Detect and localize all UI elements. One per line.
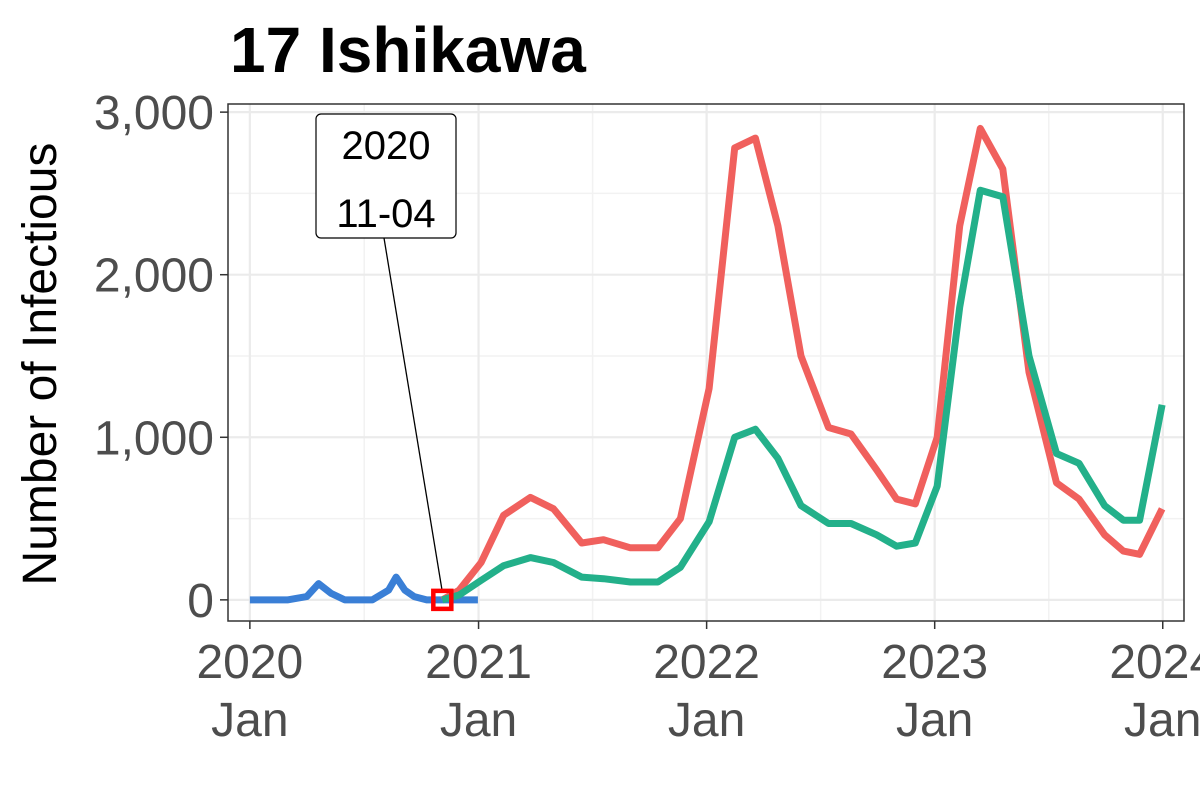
x-tick-year-label: 2024 [1109, 636, 1200, 689]
date-annotation: 2020 11-04 [315, 113, 457, 612]
x-tick-year-label: 2022 [653, 636, 760, 689]
x-tick-month-label: Jan [896, 694, 973, 747]
annotation-label-line: 11-04 [336, 192, 435, 236]
series-lines [249, 124, 1166, 604]
axis-ticks: 01,0002,0003,0002020Jan2021Jan2022Jan202… [94, 87, 1200, 747]
x-tick-month-label: Jan [668, 694, 745, 747]
x-tick-year-label: 2020 [196, 636, 303, 689]
x-tick-year-label: 2021 [425, 636, 532, 689]
y-tick-label: 3,000 [94, 87, 214, 140]
x-tick-month-label: Jan [211, 694, 288, 747]
y-tick-label: 0 [187, 575, 214, 628]
grid-lines [228, 104, 1184, 621]
chart-title: 17 Ishikawa [230, 14, 586, 86]
series-line-2 [440, 124, 1166, 603]
annotation-leader-line [383, 237, 443, 592]
y-axis-title: Number of Infectious [14, 143, 67, 586]
y-tick-label: 1,000 [94, 412, 214, 465]
annotation-label-box [315, 113, 457, 239]
annotation-label-line: 2020 [342, 124, 431, 168]
series-line-1 [249, 573, 478, 604]
x-tick-month-label: Jan [440, 694, 517, 747]
annotation-marker [431, 588, 454, 612]
x-tick-month-label: Jan [1124, 694, 1200, 747]
y-tick-label: 2,000 [94, 250, 214, 303]
x-tick-year-label: 2023 [881, 636, 988, 689]
series-line-3 [441, 186, 1166, 604]
